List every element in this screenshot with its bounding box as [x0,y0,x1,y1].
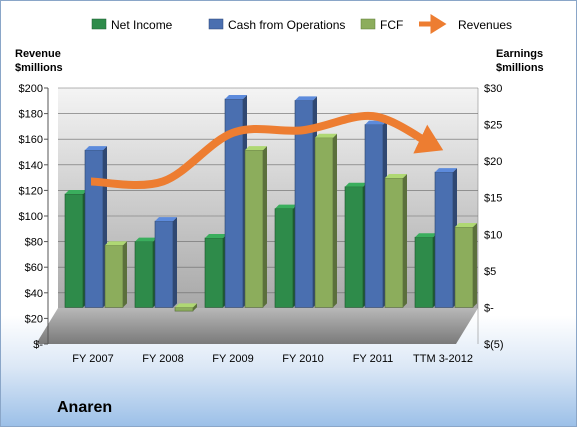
legend-label-cash-from-operations: Cash from Operations [228,18,345,32]
left-axis-label-line2: $millions [15,62,63,74]
category-label-fy-2009: FY 2009 [212,353,253,365]
left-tick-label: $- [33,339,43,351]
revenue-line-path [90,111,444,190]
legend-label-fcf: FCF [380,18,403,32]
bar-net-income-fy-2010 [274,204,297,308]
bar-cash-from-operations-fy-2008 [154,217,177,308]
legend: Net Income Cash from Operations FCF Reve… [91,14,512,34]
left-tick-label: $100 [19,211,43,223]
category-label-fy-2008: FY 2008 [142,353,183,365]
bar-fcf-fy-2008 [174,303,197,312]
company-name: Anaren [57,399,113,416]
left-tick-label: $140 [19,160,43,172]
bar-cash-from-operations-ttm-3-2012 [434,168,457,308]
right-axis-label-line2: $millions [496,62,544,74]
legend-label-net-income: Net Income [111,18,173,32]
right-tick-label: $25 [484,120,502,132]
gridlines [58,87,478,294]
plot-floor [36,308,478,344]
category-label-fy-2007: FY 2007 [72,353,113,365]
bar-fcf-fy-2009 [244,146,267,308]
plot-wall [58,88,478,308]
left-tick-label: $120 [19,185,43,197]
legend-label-revenues: Revenues [458,18,512,32]
left-axis-ticks: $- $20 $40 $60 $80 $100 $120 $140 $160 $180 $200 [19,83,48,351]
bar-cash-from-operations-fy-2011 [364,120,387,308]
bar-net-income-fy-2008 [134,237,157,308]
legend-swatch-cash-from-operations [208,18,224,30]
category-label-fy-2010: FY 2010 [282,353,323,365]
legend-swatch-fcf [360,18,376,30]
left-tick-label: $60 [25,262,43,274]
bar-fcf-fy-2011 [384,173,407,308]
left-tick-label: $200 [19,83,43,95]
bar-fcf-fy-2010 [314,133,337,308]
bar-net-income-ttm-3-2012 [414,233,437,308]
category-labels: FY 2007 FY 2008 FY 2009 FY 2010 FY 2011 TTM 3… [72,353,473,365]
right-tick-label: $30 [484,83,502,95]
left-tick-label: $160 [19,134,43,146]
right-tick-label: $- [484,302,494,314]
right-tick-label: $(5) [484,339,504,351]
left-axis-label-line1: Revenue [15,48,61,60]
right-tick-label: $15 [484,193,502,205]
left-tick-label: $80 [25,237,43,249]
bars [64,94,477,312]
bar-fcf-fy-2007 [104,241,127,308]
category-label-fy-2011: FY 2011 [353,353,394,365]
bar-cash-from-operations-fy-2007 [84,146,107,308]
legend-swatch-net-income [91,18,107,30]
right-tick-label: $20 [484,156,502,168]
right-tick-label: $5 [484,266,496,278]
left-tick-label: $180 [19,109,43,121]
bar-net-income-fy-2009 [204,233,227,308]
bar-net-income-fy-2011 [344,182,367,308]
right-tick-label: $10 [484,229,502,241]
bar-fcf-ttm-3-2012 [454,222,477,308]
revenue-line [90,111,444,190]
bar-net-income-fy-2007 [64,190,87,308]
right-axis-ticks: $(5) $- $5 $10 $15 $20 $25 $30 [484,83,504,351]
bar-cash-from-operations-fy-2009 [224,94,247,308]
category-label-ttm-3-2012: TTM 3-2012 [413,353,473,365]
right-axis-label-line1: Earnings [496,48,543,60]
left-tick-label: $20 [25,313,43,325]
left-tick-label: $40 [25,288,43,300]
